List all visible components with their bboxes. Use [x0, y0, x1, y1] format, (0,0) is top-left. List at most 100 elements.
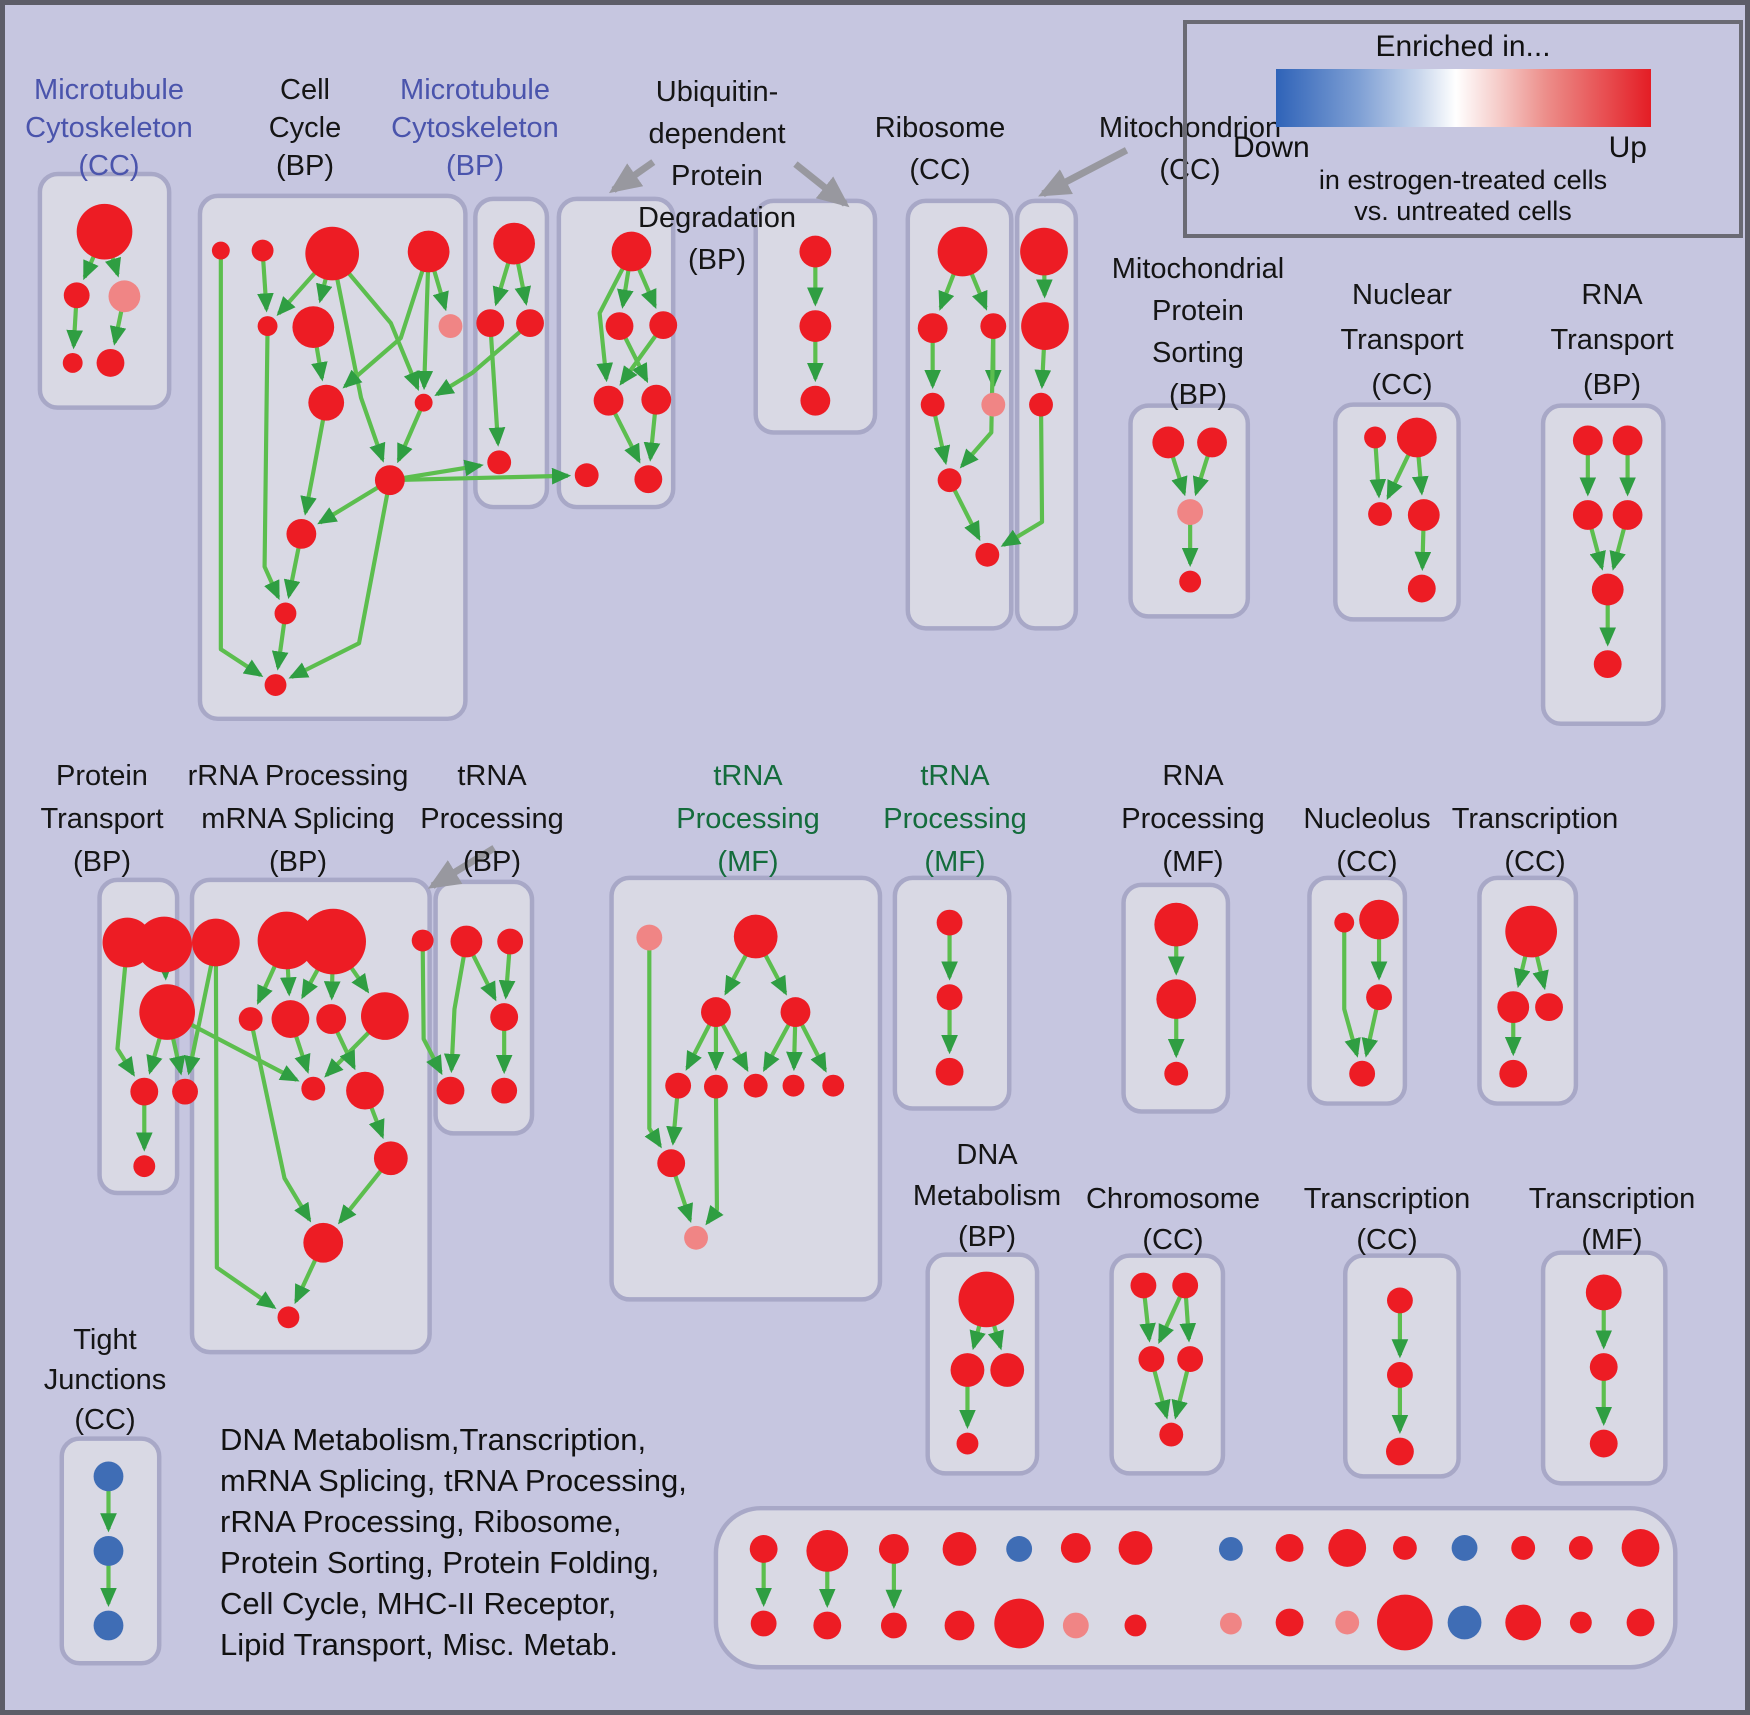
- go-term-node: [172, 1078, 198, 1105]
- label-line: tRNA: [920, 760, 990, 792]
- go-term-node: [407, 230, 450, 273]
- go-term-node: [1021, 302, 1069, 350]
- protein-transport-bp-label: Protein Transport (BP): [40, 755, 163, 884]
- label-line: (CC): [1159, 154, 1221, 186]
- label-line: Nucleolus: [1303, 803, 1431, 835]
- edge-arrow: [389, 459, 484, 483]
- go-term-node: [1029, 392, 1053, 417]
- ribosome-cc-label: Ribosome (CC): [875, 107, 1006, 191]
- label-pointer-arrow: [1038, 147, 1129, 197]
- go-term-node: [665, 1072, 692, 1099]
- legend: Enriched in... Down Up in estrogen-treat…: [1183, 20, 1743, 238]
- nucleolus-cc-label: Nucleolus (CC): [1303, 798, 1430, 884]
- go-term-node: [76, 203, 133, 260]
- label-line: Protein: [671, 160, 763, 192]
- label-line: (CC): [1371, 369, 1433, 401]
- go-term-node: [1626, 1608, 1655, 1637]
- ubiquitin-degradation-bp-box: [556, 196, 676, 510]
- go-term-node: [1138, 1346, 1165, 1372]
- go-term-node: [611, 231, 652, 272]
- label-line: Degradation: [638, 202, 796, 234]
- go-term-node: [139, 984, 195, 1040]
- go-term-node: [305, 226, 360, 281]
- label-line: Nuclear: [1352, 279, 1452, 311]
- label-line: (MF): [717, 846, 779, 878]
- nuclear-transport-cc-label: Nuclear Transport (CC): [1340, 273, 1463, 408]
- go-term-node: [346, 1071, 384, 1110]
- legend-gradient-bar: [1275, 69, 1651, 127]
- go-term-node: [937, 468, 962, 493]
- go-term-node: [800, 385, 831, 416]
- go-term-node: [1334, 912, 1355, 933]
- label-line: (BP): [275, 150, 334, 182]
- go-term-node: [300, 908, 366, 975]
- label-line: Mitochondrion: [1098, 112, 1282, 144]
- label-line: Junctions: [43, 1364, 167, 1396]
- go-term-node: [936, 984, 963, 1011]
- go-term-node: [292, 306, 335, 348]
- label-line: dependent: [648, 118, 786, 150]
- label-line: Protein: [1152, 295, 1244, 327]
- go-term-node: [286, 518, 317, 549]
- legend-up-label: Up: [1608, 131, 1647, 164]
- edge-arrow: [396, 401, 426, 464]
- go-term-node: [641, 384, 672, 415]
- go-term-node: [1499, 1059, 1528, 1088]
- go-term-node: [476, 309, 505, 338]
- go-term-node: [1218, 1537, 1243, 1561]
- go-term-node: [414, 393, 433, 412]
- go-term-node: [806, 1530, 849, 1572]
- go-term-node: [822, 1074, 845, 1097]
- label-line: (BP): [73, 846, 131, 878]
- go-term-node: [684, 1225, 708, 1250]
- go-term-node: [1062, 1612, 1089, 1639]
- label-line: Processing: [676, 803, 820, 835]
- go-term-node: [749, 1535, 778, 1563]
- go-term-node: [93, 1610, 124, 1641]
- label-line: RNA: [1581, 279, 1643, 311]
- go-term-node: [1621, 1529, 1660, 1567]
- label-line: Ubiquitin-: [655, 76, 779, 108]
- chromosome-cc-label: Chromosome (CC): [1086, 1179, 1260, 1261]
- go-term-node: [257, 911, 316, 970]
- go-term-node: [1060, 1533, 1091, 1563]
- edge-arrow: [705, 1086, 724, 1226]
- trna-processing-mf-1-label: tRNA Processing (MF): [676, 755, 819, 884]
- label-line: (BP): [463, 846, 521, 878]
- note-line: Protein Sorting, Protein Folding,: [220, 1545, 660, 1580]
- misc-cluster-box: [713, 1505, 1678, 1670]
- go-term-node: [917, 313, 948, 344]
- go-term-node: [1589, 1429, 1618, 1458]
- go-term-node: [1219, 1612, 1242, 1635]
- rrna-processing-mrna-splicing-bp-label: rRNA Processing mRNA Splicing (BP): [188, 755, 409, 884]
- go-term-node: [878, 1534, 909, 1564]
- label-line: Transcription: [1303, 1183, 1471, 1215]
- label-line: Protein: [56, 760, 148, 792]
- label-line: Cytoskeleton: [25, 112, 193, 144]
- edge-arrow: [596, 250, 634, 383]
- label-line: DNA: [956, 1139, 1018, 1171]
- label-line: (CC): [1356, 1224, 1418, 1256]
- go-term-node: [1020, 227, 1068, 276]
- go-term-node: [373, 1141, 408, 1176]
- go-term-node: [93, 1536, 124, 1566]
- go-term-node: [1177, 499, 1204, 525]
- go-term-node: [277, 1306, 300, 1329]
- trna-processing-mf-2-label: tRNA Processing (MF): [883, 755, 1026, 884]
- go-term-node: [497, 928, 524, 955]
- label-line: Processing: [1121, 803, 1265, 835]
- go-term-node: [271, 1000, 310, 1038]
- label-line: Sorting: [1152, 337, 1244, 369]
- microtubule-cytoskeleton-bp-label: Microtubule Cytoskeleton (BP): [391, 71, 559, 185]
- go-term-node: [1364, 426, 1387, 449]
- go-term-node: [1535, 993, 1563, 1022]
- go-term-node: [1366, 984, 1392, 1011]
- edge-arrow: [416, 251, 434, 391]
- go-term-node: [1159, 1422, 1184, 1447]
- label-line: Microtubule: [34, 74, 184, 106]
- go-term-node: [1572, 425, 1603, 456]
- go-term-node: [1569, 1611, 1592, 1634]
- go-term-node: [634, 465, 663, 494]
- go-term-node: [436, 1076, 465, 1105]
